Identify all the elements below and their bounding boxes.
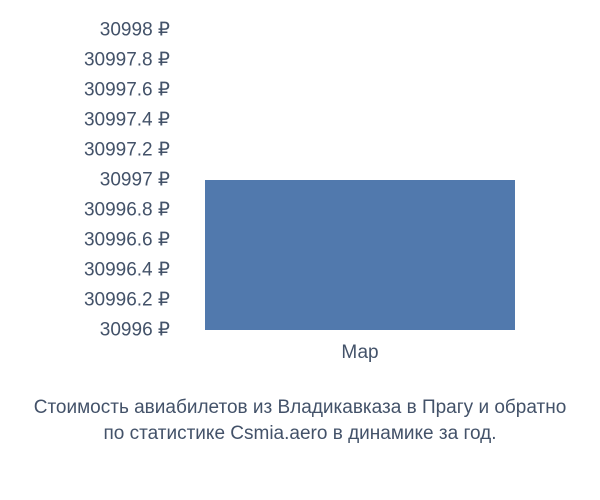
bar bbox=[205, 180, 515, 330]
y-tick-label: 30997 ₽ bbox=[100, 169, 170, 192]
y-tick-label: 30998 ₽ bbox=[100, 19, 170, 42]
y-tick-label: 30996.4 ₽ bbox=[84, 259, 170, 282]
y-tick-label: 30997.8 ₽ bbox=[84, 49, 170, 72]
y-tick-label: 30997.2 ₽ bbox=[84, 139, 170, 162]
y-tick-label: 30996.6 ₽ bbox=[84, 229, 170, 252]
y-tick-label: 30997.4 ₽ bbox=[84, 109, 170, 132]
caption-line-1: Стоимость авиабилетов из Владикавказа в … bbox=[34, 397, 567, 418]
y-tick-label: 30996.8 ₽ bbox=[84, 199, 170, 222]
chart-caption: Стоимость авиабилетов из Владикавказа в … bbox=[0, 395, 600, 446]
caption-line-2: по статистике Csmia.aero в динамике за г… bbox=[104, 423, 497, 444]
x-tick-label: Мар bbox=[341, 342, 378, 364]
plot-area bbox=[180, 30, 540, 330]
price-chart: Стоимость авиабилетов из Владикавказа в … bbox=[0, 0, 600, 500]
y-tick-label: 30997.6 ₽ bbox=[84, 79, 170, 102]
y-tick-label: 30996 ₽ bbox=[100, 319, 170, 342]
y-tick-label: 30996.2 ₽ bbox=[84, 289, 170, 312]
